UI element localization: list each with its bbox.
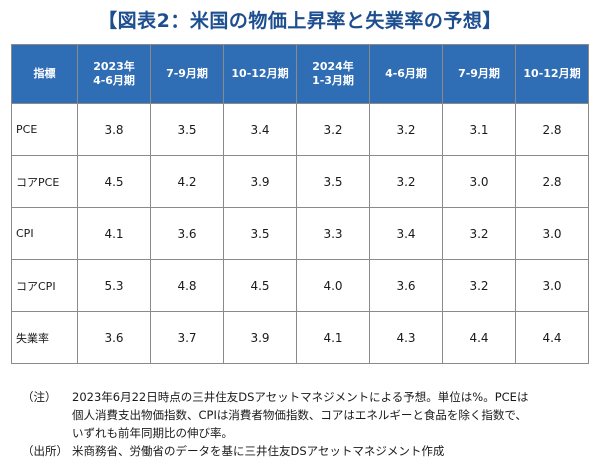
- note-text: 米商務省、労働省のデータを基に三井住友DSアセットマネジメント作成: [72, 442, 594, 460]
- table-row: CPI 4.1 3.6 3.5 3.3 3.4 3.2 3.0: [11, 207, 589, 260]
- table-cell: 3.2: [369, 155, 443, 208]
- column-header-line: 4-6月期: [93, 74, 135, 87]
- column-header-line: 10-12月期: [231, 67, 289, 80]
- page-title: 【図表2：米国の物価上昇率と失業率の予想】: [98, 10, 502, 32]
- table-cell: 3.4: [223, 103, 297, 156]
- column-header-line: 2023年: [93, 60, 135, 73]
- column-header-line: 4-6月期: [385, 67, 427, 80]
- table-cell: 3.6: [77, 311, 151, 364]
- corner-header: 指標: [11, 44, 78, 104]
- table-cell: 4.1: [77, 207, 151, 260]
- note-row: （注） 2023年6月22日時点の三井住友DSアセットマネジメントによる予想。単位…: [22, 388, 594, 442]
- column-header-1: 2023年 4-6月期: [77, 44, 151, 104]
- table-cell: 4.1: [296, 311, 370, 364]
- row-label: 失業率: [11, 311, 78, 364]
- table-cell: 2.8: [515, 103, 589, 156]
- column-header-6: 7-9月期: [442, 44, 516, 104]
- table-cell: 4.4: [515, 311, 589, 364]
- table-cell: 4.3: [369, 311, 443, 364]
- table-cell: 3.7: [150, 311, 224, 364]
- row-label: コアPCE: [11, 155, 78, 208]
- column-header-line: 1-3月期: [312, 74, 354, 87]
- table-cell: 3.5: [223, 207, 297, 260]
- table-cell: 3.8: [77, 103, 151, 156]
- column-header-2: 7-9月期: [150, 44, 224, 104]
- row-label: コアCPI: [11, 259, 78, 312]
- column-header-line: 2024年: [312, 60, 354, 73]
- table-cell: 3.5: [296, 155, 370, 208]
- table-cell: 3.9: [223, 155, 297, 208]
- table-cell: 3.0: [515, 259, 589, 312]
- notes: （注） 2023年6月22日時点の三井住友DSアセットマネジメントによる予想。単位…: [22, 388, 594, 460]
- table-cell: 4.5: [223, 259, 297, 312]
- table-cell: 3.2: [442, 259, 516, 312]
- table-cell: 3.2: [442, 207, 516, 260]
- forecast-table: 指標 2023年 4-6月期 7-9月期 10-12月期 2024年 1-3月期 4-6月期…: [11, 44, 589, 364]
- table-row: コアPCE 4.5 4.2 3.9 3.5 3.2 3.0 2.8: [11, 155, 589, 208]
- note-row: （出所） 米商務省、労働省のデータを基に三井住友DSアセットマネジメント作成: [22, 442, 594, 460]
- table-cell: 4.5: [77, 155, 151, 208]
- table-cell: 3.5: [150, 103, 224, 156]
- row-label: PCE: [11, 103, 78, 156]
- table-row: 失業率 3.6 3.7 3.9 4.1 4.3 4.4 4.4: [11, 311, 589, 364]
- table-cell: 3.2: [296, 103, 370, 156]
- column-header-3: 10-12月期: [223, 44, 297, 104]
- note-key: （出所）: [22, 444, 68, 458]
- table-cell: 3.2: [369, 103, 443, 156]
- column-header-5: 4-6月期: [369, 44, 443, 104]
- table-cell: 3.6: [150, 207, 224, 260]
- note-line: 2023年6月22日時点の三井住友DSアセットマネジメントによる予想。単位は%。…: [72, 390, 529, 404]
- note-text: 2023年6月22日時点の三井住友DSアセットマネジメントによる予想。単位は%。…: [72, 388, 594, 442]
- table-row: PCE 3.8 3.5 3.4 3.2 3.2 3.1 2.8: [11, 103, 589, 156]
- row-label: CPI: [11, 207, 78, 260]
- table-cell: 3.0: [442, 155, 516, 208]
- column-header-4: 2024年 1-3月期: [296, 44, 370, 104]
- column-header-line: 7-9月期: [166, 67, 208, 80]
- table-cell: 4.2: [150, 155, 224, 208]
- table-header-row: 指標 2023年 4-6月期 7-9月期 10-12月期 2024年 1-3月期 4-6月期…: [11, 44, 589, 104]
- table-cell: 3.6: [369, 259, 443, 312]
- table-cell: 3.4: [369, 207, 443, 260]
- table-cell: 3.9: [223, 311, 297, 364]
- table-cell: 4.8: [150, 259, 224, 312]
- table-cell: 3.3: [296, 207, 370, 260]
- table-body: PCE 3.8 3.5 3.4 3.2 3.2 3.1 2.8 コアPCE 4.5 4.2 3.9 3.…: [11, 103, 589, 364]
- table-cell: 4.4: [442, 311, 516, 364]
- note-line: 米商務省、労働省のデータを基に三井住友DSアセットマネジメント作成: [72, 444, 445, 458]
- table-cell: 3.1: [442, 103, 516, 156]
- table-cell: 4.0: [296, 259, 370, 312]
- table-cell: 3.0: [515, 207, 589, 260]
- column-header-7: 10-12月期: [515, 44, 589, 104]
- table-row: コアCPI 5.3 4.8 4.5 4.0 3.6 3.2 3.0: [11, 259, 589, 312]
- note-line: いずれも前年同期比の伸び率。: [72, 426, 233, 440]
- table-cell: 2.8: [515, 155, 589, 208]
- column-header-line: 10-12月期: [523, 67, 581, 80]
- column-header-line: 7-9月期: [458, 67, 500, 80]
- note-key: （注）: [22, 390, 57, 404]
- table-cell: 5.3: [77, 259, 151, 312]
- note-line: 個人消費支出物価指数、CPIは消費者物価指数、コアはエネルギーと食品を除く指数で…: [72, 408, 527, 422]
